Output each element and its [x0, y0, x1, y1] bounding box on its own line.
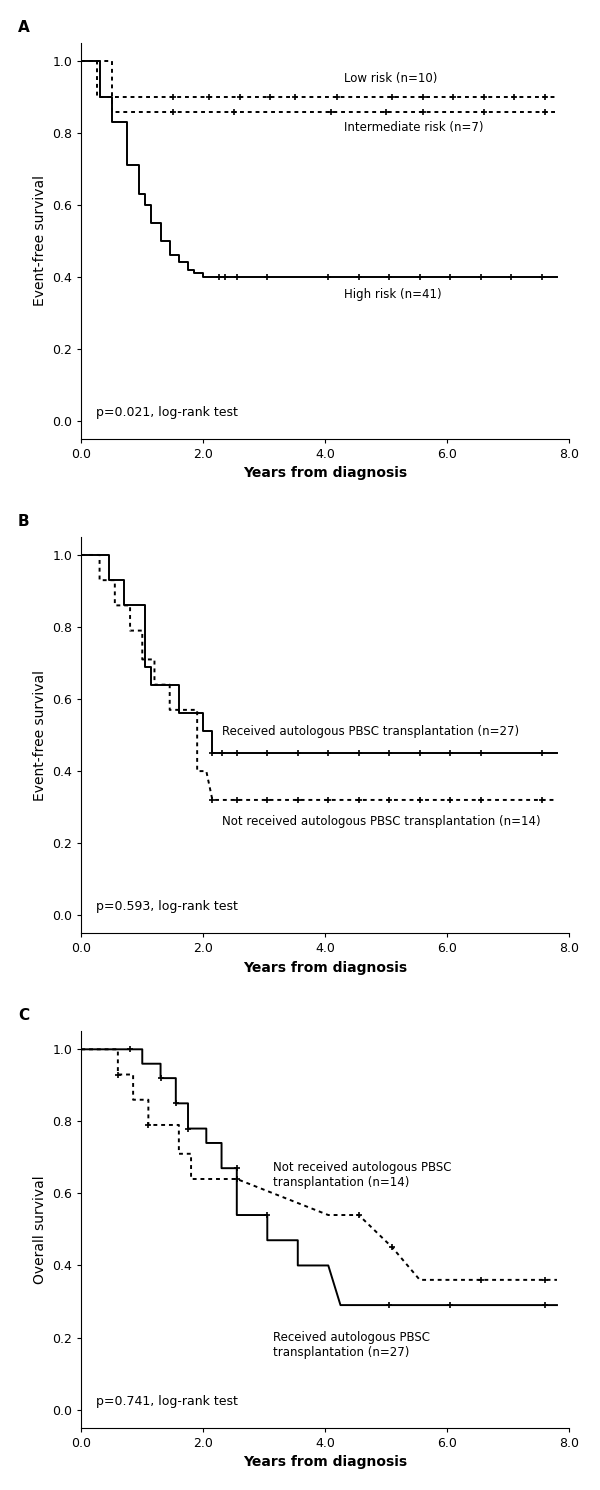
Text: B: B: [18, 514, 29, 529]
Y-axis label: Event-free survival: Event-free survival: [33, 669, 47, 800]
Text: Received autologous PBSC transplantation (n=27): Received autologous PBSC transplantation…: [221, 726, 518, 738]
X-axis label: Years from diagnosis: Years from diagnosis: [243, 961, 407, 974]
Text: p=0.593, log-rank test: p=0.593, log-rank test: [96, 900, 238, 913]
Text: Received autologous PBSC
transplantation (n=27): Received autologous PBSC transplantation…: [274, 1331, 430, 1359]
Text: Low risk (n=10): Low risk (n=10): [344, 72, 437, 85]
Text: A: A: [18, 19, 29, 34]
Text: p=0.741, log-rank test: p=0.741, log-rank test: [96, 1395, 238, 1408]
Text: High risk (n=41): High risk (n=41): [344, 288, 441, 301]
X-axis label: Years from diagnosis: Years from diagnosis: [243, 466, 407, 480]
Text: Not received autologous PBSC
transplantation (n=14): Not received autologous PBSC transplanta…: [274, 1161, 452, 1189]
Text: p=0.021, log-rank test: p=0.021, log-rank test: [96, 407, 238, 419]
Text: Not received autologous PBSC transplantation (n=14): Not received autologous PBSC transplanta…: [221, 815, 540, 828]
Text: Intermediate risk (n=7): Intermediate risk (n=7): [344, 121, 483, 134]
Text: C: C: [18, 1009, 29, 1024]
Y-axis label: Event-free survival: Event-free survival: [33, 176, 47, 307]
X-axis label: Years from diagnosis: Years from diagnosis: [243, 1456, 407, 1469]
Y-axis label: Overall survival: Overall survival: [33, 1176, 47, 1284]
